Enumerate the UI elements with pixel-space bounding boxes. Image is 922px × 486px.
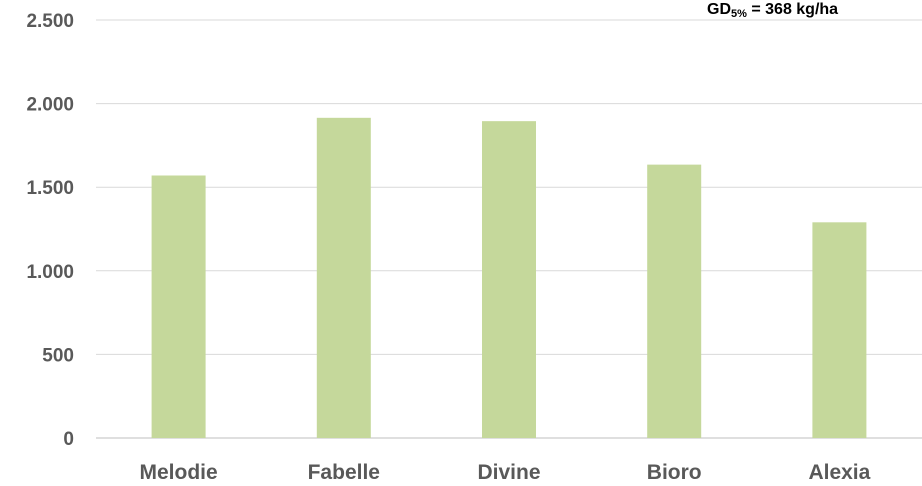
y-tick-label: 0	[63, 429, 74, 450]
y-tick-label: 2.000	[26, 95, 74, 116]
bar-fabelle	[316, 117, 371, 438]
x-category-label: Bioro	[647, 461, 702, 484]
annotation-suffix: = 368 kg/ha	[747, 1, 838, 18]
y-axis-ticks: 0 500 1.000 1.500 2.000 2.500	[26, 11, 74, 450]
x-axis-labels: Melodie Fabelle Divine Bioro Alexia	[140, 461, 871, 484]
y-tick-label: 1.500	[26, 178, 74, 199]
significance-annotation: GD5% = 368 kg/ha	[707, 1, 838, 20]
y-tick-label: 500	[42, 345, 74, 366]
bar-bioro	[647, 164, 702, 439]
y-tick-label: 1.000	[26, 262, 74, 283]
bar-melodie	[151, 175, 206, 438]
x-category-label: Fabelle	[308, 461, 380, 484]
y-tick-label: 2.500	[26, 11, 74, 32]
x-category-label: Melodie	[140, 461, 218, 484]
annotation-prefix: GD	[707, 1, 731, 18]
bar-divine	[482, 121, 536, 438]
bars	[151, 117, 867, 439]
annotation-subscript: 5%	[731, 8, 747, 20]
x-category-label: Divine	[477, 461, 540, 484]
bar-alexia	[812, 222, 867, 438]
x-category-label: Alexia	[808, 461, 870, 484]
